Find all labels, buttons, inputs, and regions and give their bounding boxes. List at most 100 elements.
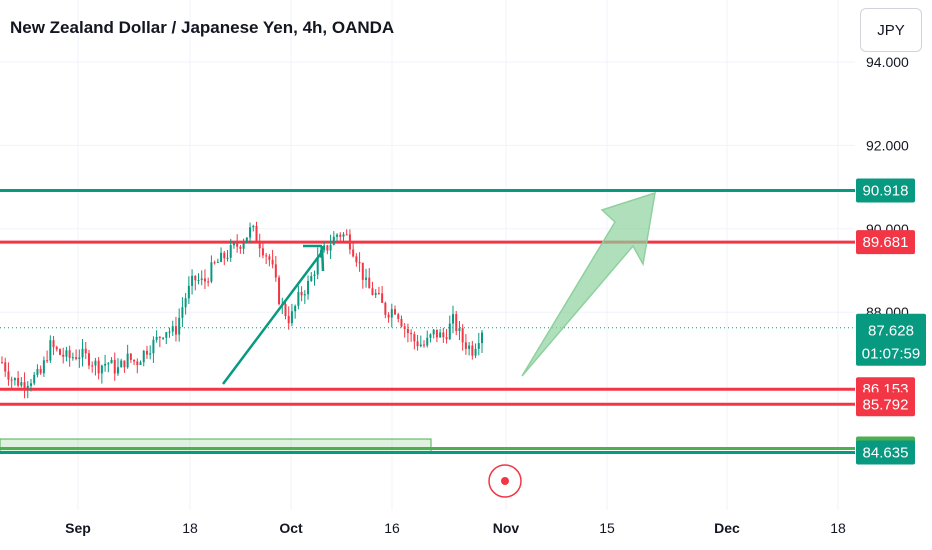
candle-body: [126, 353, 129, 368]
candle-body: [210, 262, 213, 282]
candle-body: [336, 234, 339, 237]
candle-body: [455, 314, 458, 332]
candle-body: [78, 357, 81, 359]
candle-body: [348, 234, 351, 250]
candle-body: [75, 357, 78, 359]
candle-body: [413, 334, 416, 342]
candle-body: [81, 348, 84, 358]
candle-body: [229, 245, 232, 258]
candle-body: [461, 328, 464, 343]
candle-body: [197, 279, 200, 281]
candle-body: [165, 332, 168, 338]
candle-body: [87, 353, 90, 366]
candle-body: [4, 362, 7, 372]
candle-body: [207, 281, 210, 283]
candle-body: [181, 307, 184, 318]
candle-body: [381, 293, 384, 303]
candle-body: [261, 248, 264, 256]
candle-body: [152, 339, 155, 354]
currency-button[interactable]: JPY: [860, 8, 922, 52]
price-tag: [856, 230, 915, 255]
countdown-label: 01:07:59: [862, 346, 920, 363]
price-tag-label: 85.792: [863, 396, 909, 413]
candle-body: [316, 257, 319, 275]
candle-body: [58, 349, 61, 355]
time-tick-label: Nov: [493, 520, 520, 536]
candle-body: [100, 365, 103, 374]
candle-body: [226, 257, 229, 259]
last-price-tag: [856, 313, 926, 366]
candle-body: [239, 246, 242, 249]
candle-body: [249, 227, 252, 238]
candle-body: [426, 337, 429, 346]
chart-grid: [0, 0, 855, 510]
candle-body: [174, 326, 177, 335]
candle-body: [481, 332, 483, 344]
candle-body: [432, 329, 435, 335]
candle-body: [371, 288, 374, 295]
candle-body: [46, 360, 49, 362]
candle-body: [36, 368, 39, 375]
candle-body: [10, 379, 13, 381]
candle-body: [410, 332, 413, 335]
time-tick-label: 18: [830, 520, 846, 536]
candle-body: [145, 350, 148, 355]
candle-body: [184, 298, 187, 308]
candle-body: [149, 353, 152, 355]
candle-body: [236, 243, 239, 247]
candle-body: [1, 362, 3, 364]
candle-body: [55, 347, 58, 350]
time-tick-label: 16: [384, 520, 400, 536]
candle-body: [194, 275, 197, 281]
event-marker-icon[interactable]: [488, 464, 522, 498]
price-tick-label: 94.000: [866, 54, 909, 70]
candle-body: [13, 378, 16, 381]
candle-body: [187, 285, 190, 299]
candle-body: [345, 234, 348, 236]
candle-body: [452, 314, 455, 324]
candle-body: [252, 225, 255, 228]
time-axis[interactable]: Sep 18 Oct 16 Nov 15 Dec 18: [65, 520, 846, 536]
candle-body: [397, 314, 400, 319]
candle-body: [139, 362, 142, 366]
candle-body: [365, 277, 368, 280]
candle-body: [448, 323, 451, 340]
candle-body: [29, 383, 32, 386]
candle-body: [68, 350, 71, 358]
candle-body: [20, 382, 23, 386]
candle-body: [468, 345, 471, 349]
chart-drawings: [222, 191, 656, 385]
price-tags: 87.62801:07:5990.91889.68186.15385.79284…: [856, 178, 926, 465]
candle-body: [464, 342, 467, 349]
candle-body: [374, 292, 377, 295]
demand-zone: [0, 438, 432, 454]
candle-body: [116, 367, 119, 374]
candle-body: [129, 353, 132, 360]
candle-body: [258, 241, 261, 249]
candle-body: [107, 363, 110, 365]
candle-body: [216, 261, 219, 263]
candle-body: [284, 303, 287, 316]
time-tick-label: 15: [599, 520, 615, 536]
candle-body: [136, 361, 139, 366]
candle-body: [220, 252, 223, 262]
candle-body: [26, 385, 29, 389]
candle-body: [352, 249, 355, 257]
candle-body: [265, 255, 268, 257]
candle-body: [358, 262, 361, 264]
candle-body: [394, 309, 397, 315]
candle-body: [329, 244, 332, 251]
candle-body: [442, 332, 445, 338]
candle-body: [84, 348, 87, 354]
chart-title: New Zealand Dollar / Japanese Yen, 4h, O…: [10, 18, 395, 37]
projection-arrow: [521, 191, 656, 377]
candle-body: [42, 360, 45, 374]
candle-body: [133, 359, 136, 362]
chart-zones: [0, 189, 855, 455]
candle-body: [91, 365, 94, 367]
candle-body: [65, 350, 68, 357]
candle-body: [303, 294, 306, 296]
candle-body: [142, 350, 145, 363]
candle-body: [313, 274, 316, 277]
